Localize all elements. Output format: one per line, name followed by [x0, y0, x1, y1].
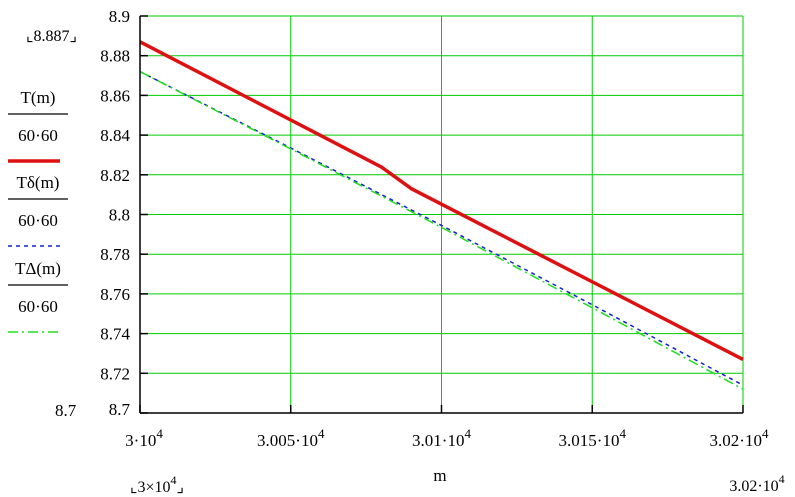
y-tick-label: 8.7	[109, 400, 131, 419]
y-tick-label: 8.88	[100, 47, 130, 66]
x-tick-label: 3.02·104	[710, 426, 769, 450]
legend-label-bottom: 60·60	[18, 126, 58, 145]
y-tick-label: 8.8	[109, 206, 130, 225]
y-tick-label: 8.76	[100, 285, 130, 304]
series-line-3	[139, 70, 744, 390]
y-tick-label: 8.84	[100, 126, 130, 145]
legend-label-bottom: 60·60	[18, 211, 58, 230]
y-bottom-limit-label: 8.7	[55, 401, 77, 420]
y-tick-label: 8.86	[100, 86, 130, 105]
y-tick-label: 8.72	[100, 364, 130, 383]
y-top-limit-label: ⌞8.887⌟	[26, 28, 77, 45]
series-line-1	[139, 40, 744, 361]
series-line-2	[139, 70, 744, 386]
axes	[139, 15, 744, 414]
legend-label-top: Tδ(m)	[17, 173, 60, 192]
legend: T(m) 60·60 Tδ(m) 60·60 TΔ(m) 60·60	[8, 88, 68, 333]
legend-label-top: TΔ(m)	[15, 259, 61, 278]
y-tick-label: 8.74	[100, 325, 130, 344]
tick-labels: 8.7 8.72 8.74 8.76 8.78 8.8 8.82 8.84 8.86 8.88 8.…	[100, 7, 769, 450]
grid	[139, 15, 744, 414]
y-tick-label: 8.82	[100, 166, 130, 185]
x-tick-label: 3·104	[125, 426, 163, 450]
x-tick-label: 3.01·104	[412, 426, 471, 450]
x-axis-label: m	[433, 466, 446, 485]
x-tick-label: 3.015·104	[559, 426, 627, 450]
x-left-limit-label: ⌞3×104⌟	[130, 473, 184, 496]
limit-labels: ⌞8.887⌟ 8.7 ⌞3×104⌟ 3.02·104	[26, 28, 785, 496]
series-layer	[139, 40, 744, 390]
legend-label-top: T(m)	[21, 88, 56, 107]
x-tick-label: 3.005·104	[257, 426, 325, 450]
y-tick-label: 8.78	[100, 245, 130, 264]
y-tick-label: 8.9	[109, 7, 130, 26]
legend-label-bottom: 60·60	[18, 297, 58, 316]
x-right-limit-label: 3.02·104	[729, 472, 784, 495]
